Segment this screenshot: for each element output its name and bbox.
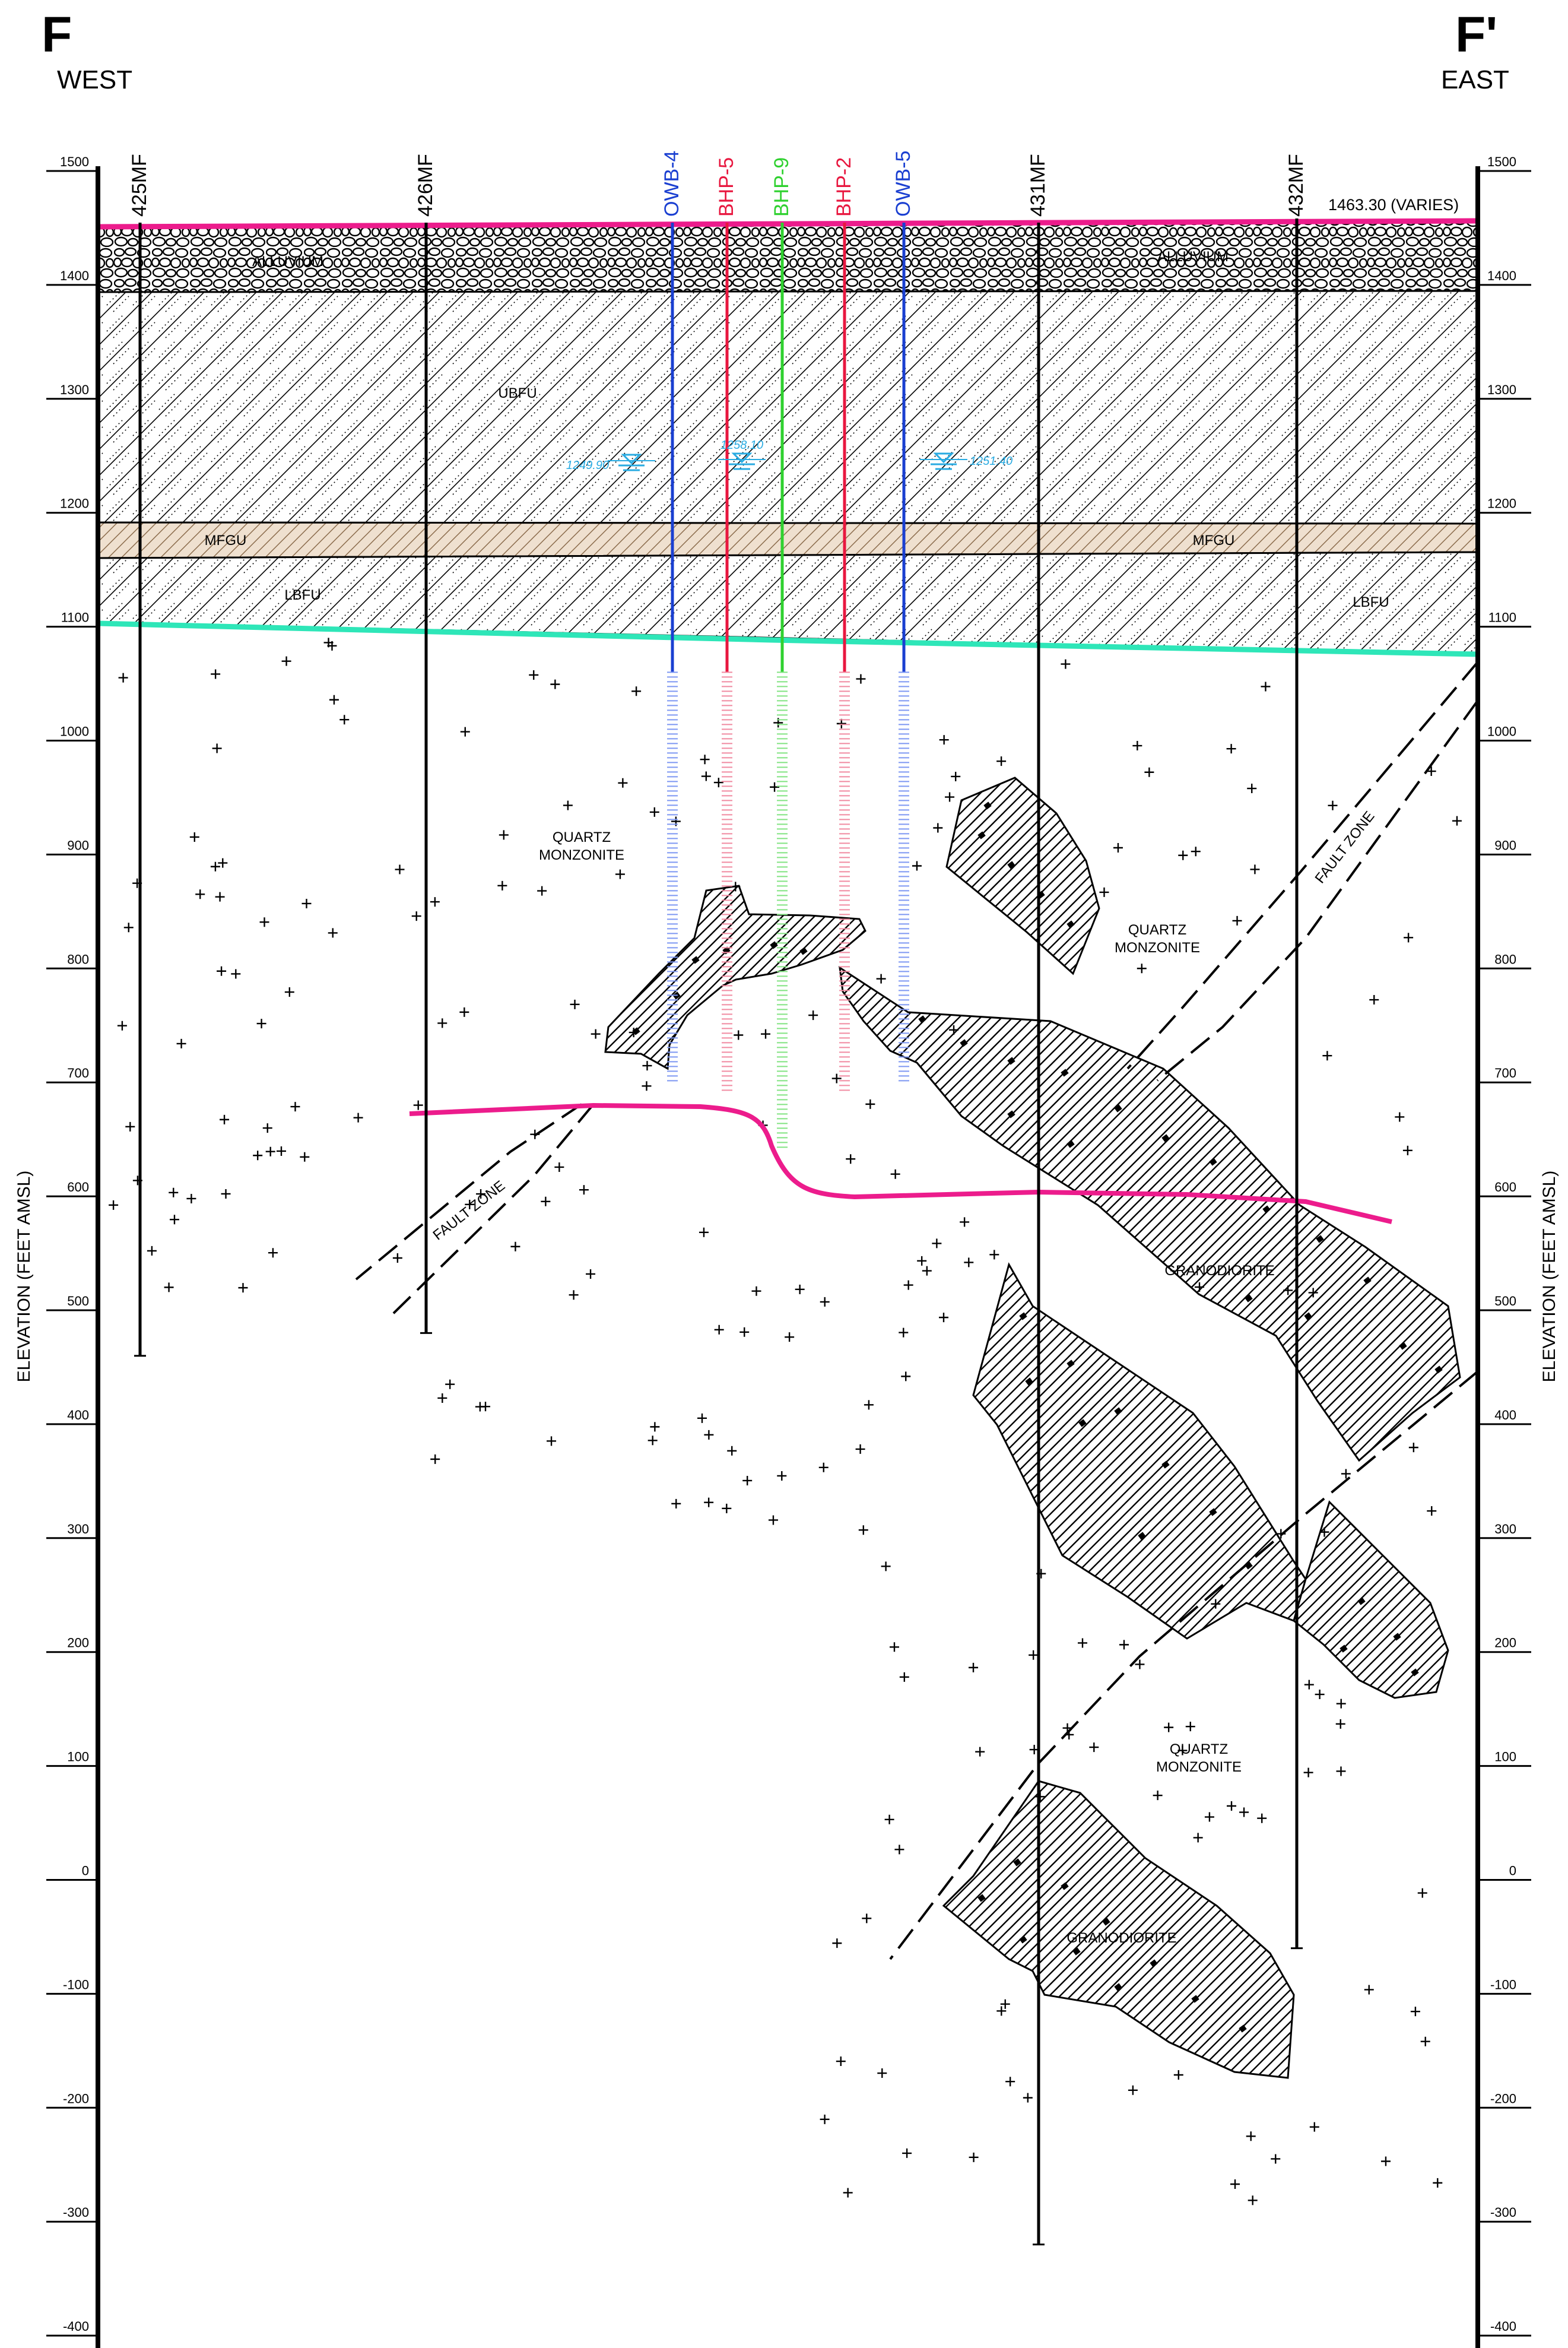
- well-label-owb-4: OWB-4: [661, 151, 683, 217]
- axis-tick-label-right: 1400: [1487, 268, 1516, 283]
- axis-tick-label-right: 800: [1494, 952, 1516, 967]
- axis-tick-label-left: 1400: [60, 268, 89, 283]
- axis-tick-label-left: 100: [67, 1750, 89, 1764]
- axis-tick-label-left: -400: [63, 2319, 89, 2334]
- axis-tick-label-right: -100: [1490, 1977, 1516, 1992]
- well-label-426mf: 426MF: [414, 154, 437, 217]
- granodiorite-body-small: [605, 886, 865, 1069]
- well-screen-bhp-5: [722, 672, 732, 1090]
- label-quartz-monzonite-1a: QUARTZ: [553, 829, 611, 845]
- label-quartz-monzonite-2a: QUARTZ: [1128, 922, 1186, 938]
- axis-tick-label-left: -300: [63, 2205, 89, 2220]
- label-ubfu: UBFU: [498, 385, 537, 401]
- label-quartz-monzonite-2b: MONZONITE: [1115, 940, 1200, 956]
- label-quartz-monzonite-3a: QUARTZ: [1170, 1741, 1228, 1757]
- axis-tick-label-right: 1000: [1487, 724, 1516, 739]
- label-lbfu-left: LBFU: [284, 587, 320, 603]
- granodiorite-bodies: [605, 778, 1460, 2078]
- granodiorite-body-upper-east: [947, 778, 1099, 974]
- water-level-value: 1258.10: [720, 439, 763, 452]
- label-quartz-monzonite-1b: MONZONITE: [539, 847, 624, 863]
- axis-tick-label-right: 300: [1494, 1522, 1516, 1536]
- surface-elevation-label: 1463.30 (VARIES): [1328, 196, 1459, 214]
- fault-zone-east-upper: [1128, 662, 1478, 1069]
- axis-tick-label-left: 200: [67, 1636, 89, 1650]
- axis-title-right: ELEVATION (FEET AMSL): [1540, 1171, 1559, 1383]
- axis-tick-label-right: 700: [1494, 1066, 1516, 1080]
- label-mfgu-right: MFGU: [1193, 533, 1235, 549]
- axis-tick-label-left: 1300: [60, 382, 89, 397]
- well-screen-owb-4: [667, 672, 678, 1080]
- axis-tick-label-left: 900: [67, 838, 89, 853]
- axis-tick-label-right: 1200: [1487, 496, 1516, 511]
- elevation-axis-left: 1500140013001200110010009008007006005004…: [46, 154, 98, 2336]
- elevation-axis-right: 1500140013001200110010009008007006005004…: [1478, 154, 1531, 2336]
- axis-tick-label-left: 500: [67, 1294, 89, 1308]
- label-granodiorite-1: GRANODIORITE: [1164, 1263, 1274, 1279]
- axis-tick-label-left: 1500: [60, 154, 89, 169]
- axis-tick-label-left: 800: [67, 952, 89, 967]
- axis-tick-label-left: 700: [67, 1066, 89, 1080]
- axis-tick-label-right: -200: [1490, 2091, 1516, 2106]
- well-label-bhp-5: BHP-5: [715, 157, 738, 217]
- fault-zone-east-lower: [1157, 701, 1478, 1080]
- axis-tick-label-left: 1200: [60, 496, 89, 511]
- axis-tick-label-right: 600: [1494, 1180, 1516, 1194]
- axis-tick-label-right: 100: [1494, 1750, 1516, 1764]
- axis-tick-label-left: -100: [63, 1977, 89, 1992]
- axis-tick-label-right: 400: [1494, 1408, 1516, 1422]
- well-label-425mf: 425MF: [128, 154, 151, 217]
- axis-title-left: ELEVATION (FEET AMSL): [14, 1171, 34, 1383]
- label-granodiorite-2: GRANODIORITE: [1067, 1930, 1176, 1946]
- well-label-bhp-2: BHP-2: [833, 157, 855, 217]
- water-level-value: 1249.90: [566, 459, 609, 472]
- axis-tick-label-right: 0: [1509, 1864, 1516, 1878]
- granodiorite-body-lower-east: [1294, 1502, 1448, 1698]
- fault-zone-west-upper: [356, 1104, 582, 1279]
- well-label-bhp-9: BHP-9: [770, 157, 793, 217]
- well-screen-owb-5: [899, 672, 909, 1080]
- axis-tick-label-right: -400: [1490, 2319, 1516, 2334]
- well-label-431mf: 431MF: [1027, 154, 1049, 217]
- well-label-owb-5: OWB-5: [892, 151, 915, 217]
- well-screen-bhp-9: [777, 672, 788, 1147]
- axis-tick-label-left: 1000: [60, 724, 89, 739]
- axis-tick-label-right: -300: [1490, 2205, 1516, 2220]
- well-label-432mf: 432MF: [1285, 154, 1307, 217]
- label-alluvium-right: ALLUVIUM: [1157, 249, 1229, 265]
- water-level-value: 1251.40: [970, 455, 1012, 468]
- axis-tick-label-right: 1100: [1488, 610, 1516, 625]
- fault-zone-west-lower: [389, 1104, 593, 1318]
- label-quartz-monzonite-3b: MONZONITE: [1156, 1759, 1242, 1775]
- label-alluvium-left: ALLUVIUM: [252, 254, 323, 270]
- axis-tick-label-left: 300: [67, 1522, 89, 1536]
- axis-tick-label-left: 0: [82, 1864, 89, 1878]
- axis-tick-label-left: 1100: [61, 610, 89, 625]
- axis-tick-label-right: 1300: [1487, 382, 1516, 397]
- axis-tick-label-left: 600: [67, 1180, 89, 1194]
- label-fault-zone-west: FAULT ZONE: [430, 1178, 509, 1244]
- axis-tick-label-left: 400: [67, 1408, 89, 1422]
- label-lbfu-right: LBFU: [1353, 594, 1389, 610]
- axis-tick-label-left: -200: [63, 2091, 89, 2106]
- axis-tick-label-right: 900: [1494, 838, 1516, 853]
- well-screen-bhp-2: [839, 672, 850, 1090]
- axis-tick-label-right: 1500: [1487, 154, 1516, 169]
- axis-tick-label-right: 500: [1494, 1294, 1516, 1308]
- axis-tick-label-right: 200: [1494, 1636, 1516, 1650]
- granodiorite-body-deep: [944, 1781, 1294, 2078]
- label-mfgu-left: MFGU: [205, 533, 247, 549]
- ubfu-layer: [98, 291, 1478, 524]
